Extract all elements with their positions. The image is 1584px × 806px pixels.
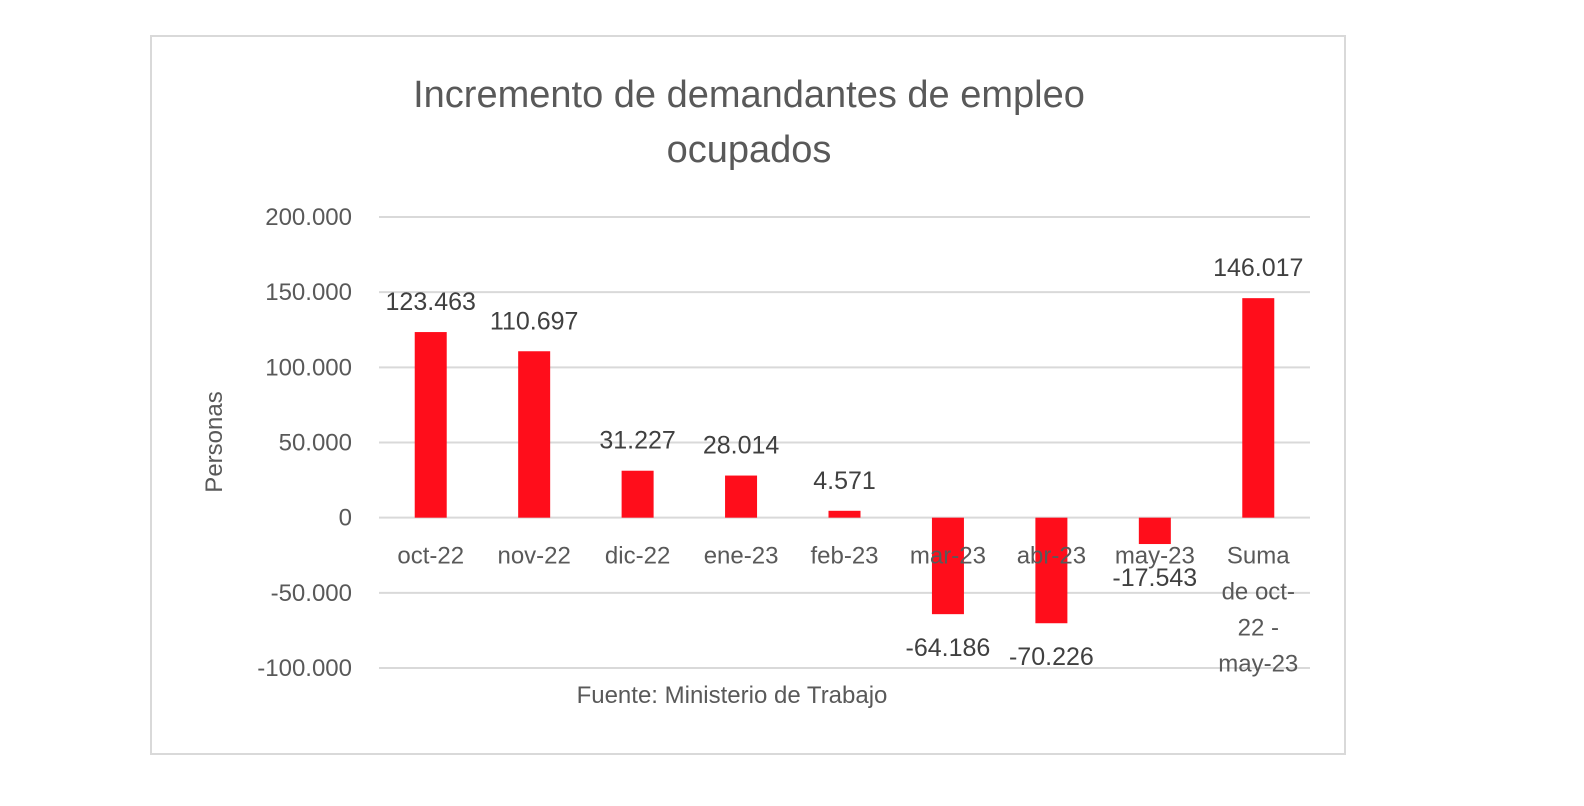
chart-title-line-2: ocupados — [667, 129, 832, 171]
data-labels: 123.463 110.697 31.227 28.014 4.571 -64.186 -7… — [386, 254, 1304, 671]
category-label-line: ene-23 — [704, 543, 779, 570]
y-tick-label: 100.000 — [265, 354, 352, 381]
y-tick-label: 150.000 — [265, 279, 352, 306]
bar — [931, 517, 964, 615]
category-label: may-23 — [1115, 543, 1195, 570]
category-label: feb-23 — [810, 543, 878, 570]
category-label-line: 22 - — [1238, 615, 1279, 642]
y-tick-label: -50.000 — [271, 580, 352, 607]
category-label-line: dic-22 — [605, 543, 670, 570]
data-label: 4.571 — [813, 467, 876, 495]
category-label-line: abr-23 — [1017, 543, 1086, 570]
category-label-line: mar-23 — [910, 543, 986, 570]
category-label-line: de oct- — [1222, 579, 1295, 606]
category-label: abr-23 — [1017, 543, 1086, 570]
data-label: 28.014 — [703, 432, 780, 460]
bar — [414, 332, 447, 518]
category-label: mar-23 — [910, 543, 986, 570]
category-label-line: oct-22 — [397, 543, 464, 570]
bar — [518, 351, 551, 518]
bars — [414, 298, 1275, 624]
bar — [725, 475, 758, 518]
category-label: ene-23 — [704, 543, 779, 570]
data-label: -64.186 — [906, 634, 991, 662]
bar — [1035, 517, 1068, 624]
category-label: oct-22 — [397, 543, 464, 570]
y-tick-label: 0 — [339, 505, 352, 532]
chart-frame: Incremento de demandantes de empleo ocup… — [150, 35, 1346, 755]
x-axis-title: Fuente: Ministerio de Trabajo — [577, 682, 888, 709]
category-label: Suma de oct- 22 - may-23 — [1218, 543, 1298, 678]
data-label: 31.227 — [599, 427, 675, 455]
bar — [1242, 298, 1275, 518]
category-label-line: nov-22 — [497, 543, 570, 570]
data-label: -70.226 — [1009, 643, 1094, 671]
category-label-line: Suma — [1227, 543, 1290, 570]
y-tick-label: 50.000 — [279, 430, 352, 457]
bar — [621, 470, 654, 518]
y-axis-ticks: 200.000 150.000 100.000 50.000 0 -50.000 -100.… — [257, 204, 352, 682]
category-label-line: may-23 — [1218, 651, 1298, 678]
bar — [1138, 517, 1171, 545]
category-label: dic-22 — [605, 543, 670, 570]
data-label: 110.697 — [490, 307, 579, 335]
bar-chart: Incremento de demandantes de empleo ocup… — [201, 74, 1310, 709]
bar — [828, 510, 861, 518]
category-label: nov-22 — [497, 543, 570, 570]
chart-title-line-1: Incremento de demandantes de empleo — [413, 74, 1085, 116]
category-label-line: feb-23 — [810, 543, 878, 570]
y-tick-label: 200.000 — [265, 204, 352, 231]
y-axis-title: Personas — [201, 391, 228, 492]
data-label: 146.017 — [1213, 254, 1303, 282]
category-labels: oct-22 nov-22 dic-22 ene-23 feb-23 mar-23 abr-… — [397, 543, 1298, 678]
category-label-line: may-23 — [1115, 543, 1195, 570]
data-label: -17.543 — [1112, 564, 1197, 592]
y-tick-label: -100.000 — [257, 655, 352, 682]
data-label: 123.463 — [386, 288, 476, 316]
